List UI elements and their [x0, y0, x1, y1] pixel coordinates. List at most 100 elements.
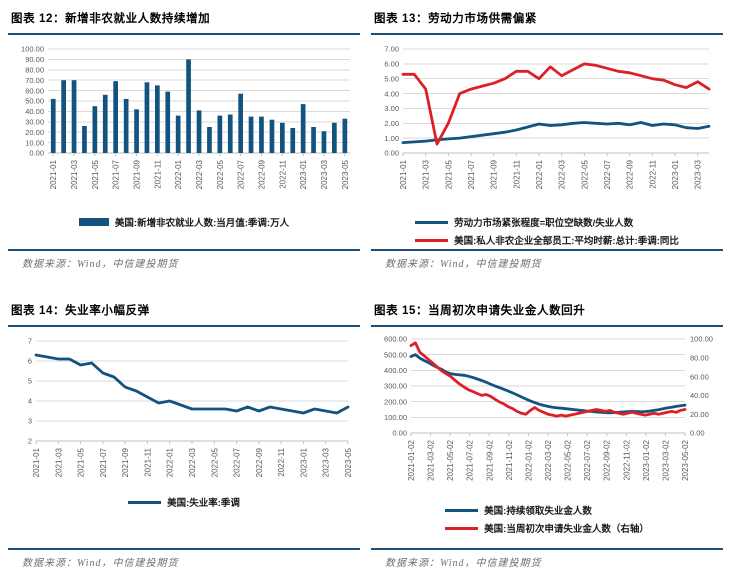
svg-text:2022-01-02: 2022-01-02 [524, 439, 533, 480]
svg-text:2022-05: 2022-05 [580, 159, 589, 189]
svg-text:1.00: 1.00 [384, 134, 399, 143]
svg-text:2022-03: 2022-03 [195, 159, 204, 189]
svg-text:6: 6 [28, 357, 32, 366]
svg-text:2021-01: 2021-01 [399, 159, 408, 189]
data-source: 数据来源：Wind，中信建投期货 [22, 558, 179, 569]
svg-text:2021-11: 2021-11 [153, 159, 162, 188]
svg-text:3.00: 3.00 [384, 104, 399, 113]
svg-text:2021-03-02: 2021-03-02 [427, 439, 436, 480]
legend-line-swatch [128, 500, 162, 504]
svg-text:40.00: 40.00 [25, 107, 44, 116]
svg-text:2021-01: 2021-01 [32, 447, 41, 477]
svg-text:2022-01: 2022-01 [535, 159, 544, 189]
svg-text:2021-09: 2021-09 [121, 447, 130, 477]
labor-market-lines-chart: 0.00 1.00 2.00 3.00 4.00 5.00 6.00 7.00 2021-01 2… [384, 45, 711, 189]
svg-text:2023-03: 2023-03 [320, 159, 329, 189]
legend-item: 美国:新增非农就业人数:当月值:季调:万人 [78, 215, 289, 229]
svg-text:80.00: 80.00 [25, 66, 44, 75]
unemployment-rate-line-chart: 2 3 4 5 6 7 2021-01 2021-03 2021-05 2021-07 2021-0… [28, 337, 353, 478]
figure-14: 图表 14：失业率小幅反弹 2 3 4 5 6 7 2021-01 2021-03 2021-0… [8, 298, 360, 571]
svg-text:80.00: 80.00 [690, 354, 709, 363]
svg-text:20.00: 20.00 [25, 128, 44, 137]
legend-bar-swatch [78, 218, 109, 226]
svg-text:3: 3 [28, 417, 32, 426]
svg-text:2022-09: 2022-09 [626, 159, 635, 189]
svg-text:0.00: 0.00 [690, 429, 705, 438]
svg-text:2022-09: 2022-09 [255, 447, 264, 477]
legend-items: 美国:新增非农就业人数:当月值:季调:万人 [78, 215, 289, 229]
svg-text:2021-07: 2021-07 [112, 159, 121, 189]
svg-text:2.00: 2.00 [384, 119, 399, 128]
svg-text:500.00: 500.00 [384, 350, 407, 359]
svg-text:200.00: 200.00 [384, 397, 407, 406]
chart-legend: 美国:新增非农就业人数:当月值:季调:万人 [8, 215, 360, 229]
legend-label: 美国:私人非农企业全部员工:平均时薪:总计:季调:同比 [454, 236, 679, 247]
svg-text:0.00: 0.00 [29, 149, 44, 158]
figure-15-title: 图表 15：当周初次申请失业金人数回升 [374, 305, 586, 317]
svg-text:2023-05: 2023-05 [344, 447, 353, 477]
figure-12: 图表 12：新增非农就业人数持续增加 0.00 10.00 20.00 30.00 40… [8, 6, 360, 272]
svg-text:7.00: 7.00 [384, 45, 399, 54]
svg-text:2021-11: 2021-11 [143, 447, 152, 476]
chart-legend: 美国:持续领取失业金人数 美国:当周初次申请失业金人数（右轴） [371, 503, 723, 535]
svg-text:2022-07: 2022-07 [603, 159, 612, 189]
svg-text:7: 7 [28, 337, 32, 346]
svg-text:20.00: 20.00 [690, 410, 709, 419]
svg-text:60.00: 60.00 [25, 86, 44, 95]
svg-text:2022-05: 2022-05 [210, 447, 219, 477]
svg-text:0.00: 0.00 [384, 149, 399, 158]
svg-text:2022-09-02: 2022-09-02 [603, 439, 612, 480]
svg-text:2021-07: 2021-07 [99, 447, 108, 477]
svg-text:2021-09: 2021-09 [133, 159, 142, 189]
svg-text:2022-11: 2022-11 [278, 159, 287, 188]
svg-text:2021-01-02: 2021-01-02 [407, 439, 416, 480]
data-source: 数据来源：Wind，中信建投期货 [22, 259, 179, 270]
svg-text:40.00: 40.00 [690, 391, 709, 400]
svg-text:2021-05: 2021-05 [444, 159, 453, 189]
title-rule [371, 33, 723, 35]
svg-text:2: 2 [28, 437, 32, 446]
figure-15: 图表 15：当周初次申请失业金人数回升 0.00 100.00 200.00 300.… [371, 298, 723, 571]
svg-text:2021-03: 2021-03 [422, 159, 431, 189]
svg-text:100.00: 100.00 [690, 335, 713, 344]
data-source: 数据来源：Wind，中信建投期货 [385, 259, 542, 270]
svg-text:2021-07-02: 2021-07-02 [466, 439, 475, 480]
svg-text:2022-03: 2022-03 [558, 159, 567, 189]
svg-text:2021-03: 2021-03 [54, 447, 63, 477]
svg-text:2022-01: 2022-01 [166, 447, 175, 477]
svg-text:0.00: 0.00 [392, 429, 407, 438]
svg-text:10.00: 10.00 [25, 138, 44, 147]
svg-text:2022-11-02: 2022-11-02 [622, 439, 631, 480]
title-rule [8, 325, 360, 327]
svg-text:2022-07: 2022-07 [237, 159, 246, 189]
svg-text:2021-05-02: 2021-05-02 [446, 439, 455, 480]
legend-items: 美国:持续领取失业金人数 美国:当周初次申请失业金人数（右轴） [445, 503, 649, 535]
figure-13: 图表 13：劳动力市场供需偏紧 0.00 1.00 2.00 3.00 4.00 5.00… [371, 6, 723, 272]
svg-text:2022-11: 2022-11 [648, 159, 657, 188]
svg-text:2021-03: 2021-03 [70, 159, 79, 189]
chart-legend: 劳动力市场紧张程度=职位空缺数/失业人数 美国:私人非农企业全部员工:平均时薪:总… [371, 215, 723, 247]
source-rule [8, 249, 360, 251]
svg-text:5.00: 5.00 [384, 74, 399, 83]
svg-text:4.00: 4.00 [384, 89, 399, 98]
svg-text:5: 5 [28, 377, 32, 386]
legend-item: 美国:私人非农企业全部员工:平均时薪:总计:季调:同比 [415, 233, 679, 247]
jobless-claims-lines-chart: 0.00 100.00 200.00 300.00 400.00 500.00 600.00… [384, 335, 713, 481]
svg-text:2021-07: 2021-07 [467, 159, 476, 189]
legend-label: 美国:持续领取失业金人数 [484, 506, 592, 517]
legend-item: 美国:持续领取失业金人数 [445, 503, 592, 517]
source-rule [8, 548, 360, 550]
title-rule [371, 325, 723, 327]
svg-text:400.00: 400.00 [384, 366, 407, 375]
svg-text:100.00: 100.00 [21, 45, 44, 54]
legend-line-swatch [415, 220, 449, 224]
svg-text:60.00: 60.00 [690, 372, 709, 381]
svg-text:2021-09: 2021-09 [490, 159, 499, 189]
svg-text:2022-01: 2022-01 [174, 159, 183, 189]
svg-text:70.00: 70.00 [25, 76, 44, 85]
figure-14-title: 图表 14：失业率小幅反弹 [11, 305, 150, 317]
svg-text:2021-11: 2021-11 [512, 159, 521, 188]
svg-text:2022-07: 2022-07 [233, 447, 242, 477]
legend-items: 美国:失业率:季调 [128, 495, 240, 509]
